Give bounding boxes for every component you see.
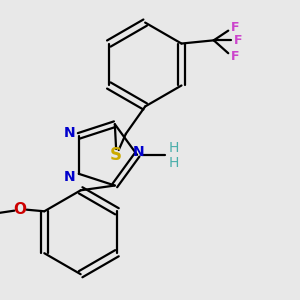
Text: S: S xyxy=(110,146,122,164)
Text: F: F xyxy=(234,34,242,47)
Text: H: H xyxy=(169,141,179,155)
Text: N: N xyxy=(63,126,75,140)
Text: F: F xyxy=(230,50,239,63)
Text: H: H xyxy=(169,156,179,170)
Text: F: F xyxy=(230,21,239,34)
Text: O: O xyxy=(14,202,27,217)
Text: N: N xyxy=(63,170,75,184)
Text: N: N xyxy=(133,145,145,159)
